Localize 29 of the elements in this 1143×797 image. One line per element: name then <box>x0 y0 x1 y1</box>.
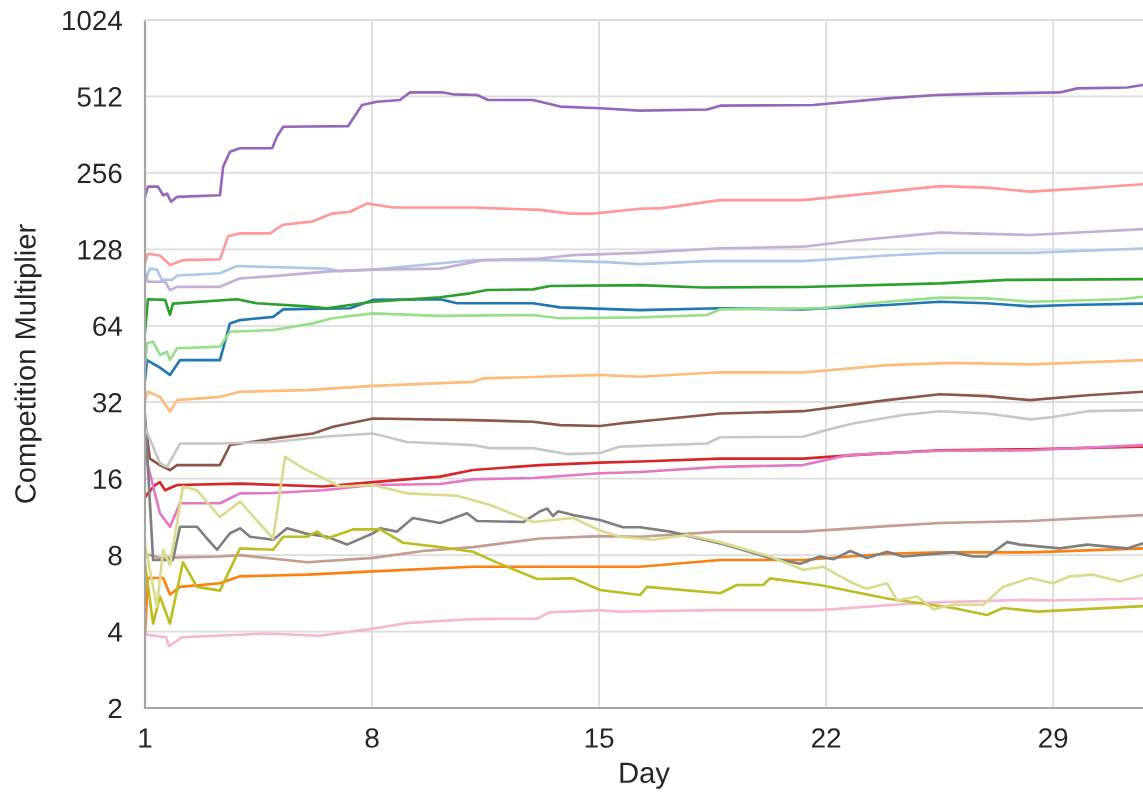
y-tick-label: 256 <box>77 163 122 184</box>
line-series <box>145 408 1143 469</box>
y-tick-label: 16 <box>94 469 122 490</box>
line-series <box>145 597 1143 648</box>
y-tick-label: 128 <box>78 240 122 260</box>
line-series <box>145 227 1143 292</box>
x-tick-label: 29 <box>1039 728 1068 748</box>
y-tick-label: 64 <box>93 316 122 337</box>
line-series <box>145 390 1143 472</box>
line-series <box>145 513 1143 564</box>
line-series <box>145 358 1143 413</box>
y-axis-title: Competition Multiplier <box>14 224 42 503</box>
x-tick-label: 15 <box>585 728 614 748</box>
y-tick-label: 512 <box>77 87 122 107</box>
line-series <box>145 295 1143 366</box>
y-tick-label: 8 <box>108 545 122 566</box>
x-axis-title: Day <box>620 762 670 789</box>
line-series <box>145 455 1143 611</box>
y-tick-label: 2 <box>108 698 122 719</box>
x-tick-label: 8 <box>365 728 379 748</box>
x-tick-label: 1 <box>139 728 152 748</box>
line-series <box>145 247 1143 284</box>
y-tick-label: 32 <box>92 392 122 413</box>
y-tick-label: 1024 <box>63 10 122 31</box>
line-series <box>145 83 1143 204</box>
line-series <box>145 528 1143 625</box>
x-tick-label: 22 <box>812 728 841 748</box>
y-tick-label: 4 <box>107 622 122 642</box>
line-series <box>145 182 1143 267</box>
